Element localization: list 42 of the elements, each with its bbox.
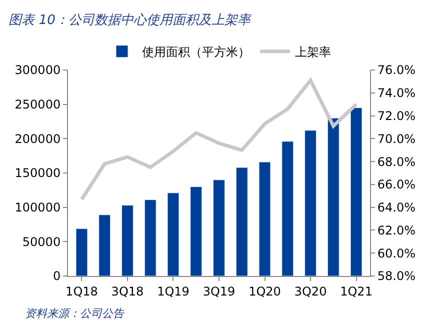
y2-tick-label: 74.0% [377,86,416,100]
x-tick-label: 3Q20 [294,284,327,298]
bar [258,162,271,276]
y2-tick-label: 72.0% [377,108,416,123]
y2-tick-label: 68.0% [377,154,416,169]
y2-tick-label: 58.0% [377,269,416,284]
bar [76,228,88,276]
bar [236,167,248,276]
y-tick-label: 150000 [14,166,61,180]
y2-tick-label: 64.0% [377,200,416,215]
y2-tick-label: 66.0% [377,178,416,192]
y2-tick-label: 60.0% [377,246,416,260]
bar [144,200,156,276]
y2-tick-label: 76.0% [377,63,416,78]
bar [167,192,180,276]
chart-title: 图表 10：公司数据中心使用面积及上架率 [8,12,252,28]
y2-tick-label: 62.0% [377,223,416,238]
bar [213,180,225,276]
text: 资料来源：公司公告 [25,307,125,320]
bar [122,205,134,276]
x-tick-label: 3Q18 [111,284,144,298]
bar [190,186,202,276]
y2-tick-label: 70.0% [377,132,416,146]
y-tick-label: 0 [52,269,61,284]
x-tick-label: 1Q18 [66,284,98,298]
x-tick-label: 3Q19 [202,284,236,298]
y-tick-label: 50000 [22,234,61,249]
y-tick-label: 250000 [14,98,61,112]
x-tick-label: 1Q21 [340,284,372,298]
bar [98,214,111,276]
bar [327,118,340,276]
bar [282,141,294,276]
y-tick-label: 300000 [14,63,61,78]
legend-label: 上架率 [295,45,331,60]
y-tick-label: 200000 [14,132,61,146]
x-tick-label: 1Q19 [157,284,190,298]
bar [350,108,362,276]
x-tick-label: 1Q20 [248,284,281,298]
line-series [80,78,358,202]
bar [304,130,316,276]
legend-label: 使用面积（平方米） [142,45,250,60]
y-tick-label: 100000 [14,200,61,215]
